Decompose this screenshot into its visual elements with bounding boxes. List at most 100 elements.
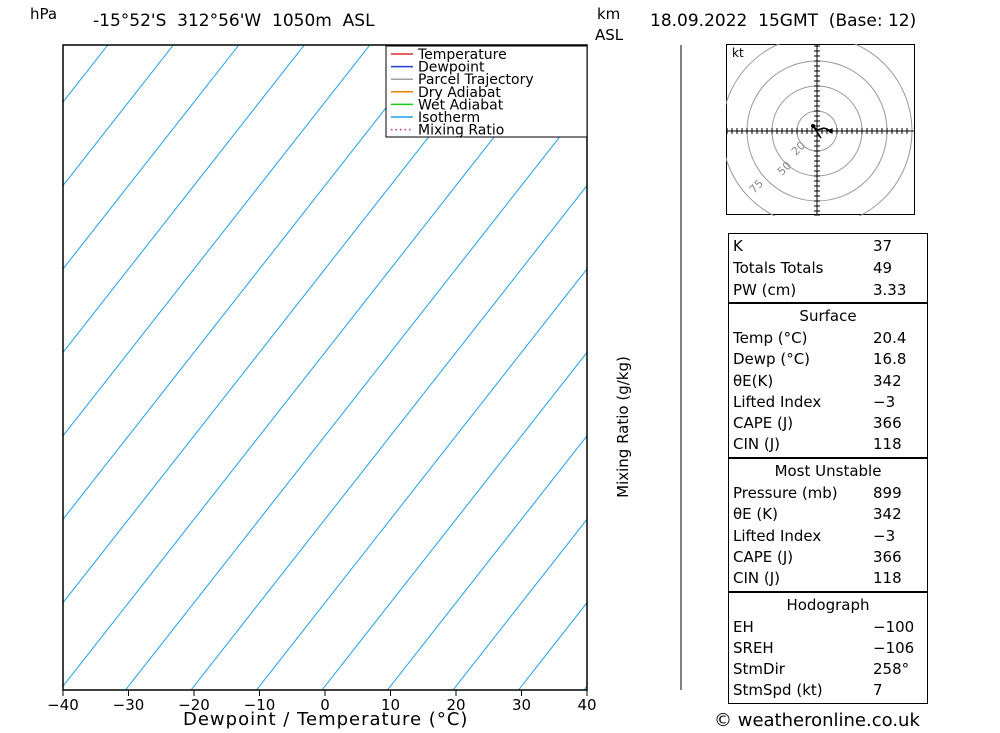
surface-key: CAPE (J): [733, 414, 794, 432]
location-title: -15°52'S 312°56'W 1050m ASL: [93, 11, 375, 31]
x-tick-label: 0: [320, 696, 330, 714]
hodograph-point: [811, 124, 815, 128]
isotherm-line: [321, 351, 587, 690]
hodograph-table: Hodograph EH −100 SREH −106 StmDir 258° Stm…: [728, 592, 928, 704]
legend-label: Mixing Ratio: [418, 123, 504, 139]
indices-table: K 37 Totals Totals 49 PW (cm) 3.33: [728, 233, 928, 303]
surface-row: CIN (J) 118: [733, 435, 923, 456]
index-key: PW (cm): [733, 281, 797, 299]
hpa-label: hPa: [30, 5, 58, 23]
copyright-link[interactable]: © weatheronline.co.uk: [714, 710, 920, 731]
hodograph-value: 258°: [873, 660, 910, 678]
legend-box: [385, 45, 588, 138]
x-tick-label: −10: [244, 696, 276, 714]
legend-label: Temperature: [417, 47, 507, 63]
hodograph-trace: [812, 125, 832, 139]
surface-row: θE(K) 342: [733, 372, 923, 393]
isotherm-line: [256, 268, 587, 690]
surface-row: CAPE (J) 366: [733, 414, 923, 435]
legend-label: Isotherm: [418, 110, 480, 126]
surface-row: Lifted Index −3: [733, 393, 923, 414]
hodograph-unit-label: kt: [732, 46, 744, 60]
hodograph-key: StmSpd (kt): [733, 681, 823, 699]
isotherm-line: [63, 45, 109, 103]
x-tick-label: −20: [178, 696, 210, 714]
most-unstable-row: Lifted Index −3: [733, 527, 923, 548]
most-unstable-row: θE (K) 342: [733, 505, 923, 526]
x-tick-label: 30: [512, 696, 531, 714]
most-unstable-key: Pressure (mb): [733, 484, 838, 502]
surface-value: −3: [873, 393, 896, 411]
isotherm-line: [0, 45, 42, 690]
most-unstable-table: Most Unstable Pressure (mb) 899 θE (K) 342…: [728, 458, 928, 592]
isotherm-line: [63, 45, 436, 521]
most-unstable-value: 899: [873, 484, 902, 502]
legend-label: Dewpoint: [418, 60, 485, 76]
surface-row: Dewp (°C) 16.8: [733, 350, 923, 371]
hodograph-row: SREH −106: [733, 639, 923, 660]
isotherm-line: [387, 435, 587, 690]
most-unstable-value: −3: [873, 527, 896, 545]
index-row: PW (cm) 3.33: [733, 281, 923, 302]
isotherm-line: [63, 45, 174, 187]
x-tick-label: −40: [47, 696, 79, 714]
surface-value: 366: [873, 414, 902, 432]
isotherm-line: [63, 45, 502, 604]
index-row: Totals Totals 49: [733, 259, 923, 280]
legend-label: Dry Adiabat: [418, 85, 501, 101]
legend-label: Parcel Trajectory: [418, 72, 534, 88]
most-unstable-value: 342: [873, 505, 902, 523]
hodograph-key: EH: [733, 618, 754, 636]
plot-frame: [62, 44, 588, 691]
most-unstable-key: CAPE (J): [733, 548, 794, 566]
surface-key: Dewp (°C): [733, 350, 811, 368]
index-value: 3.33: [873, 281, 907, 299]
hodograph-row: StmDir 258°: [733, 660, 923, 681]
index-row: K 37: [733, 237, 923, 258]
mixing-ratio-axis-title: Mixing Ratio (g/kg): [614, 356, 632, 498]
most-unstable-key: Lifted Index: [733, 527, 822, 545]
surface-key: Lifted Index: [733, 393, 822, 411]
most-unstable-value: 118: [873, 569, 902, 587]
surface-value: 342: [873, 372, 902, 390]
hodograph-key: SREH: [733, 639, 774, 657]
isotherm-line: [63, 45, 240, 270]
legend-label: Wet Adiabat: [418, 97, 504, 113]
surface-key: θE(K): [733, 372, 774, 390]
surface-row: Temp (°C) 20.4: [733, 329, 923, 350]
hodograph-value: −100: [873, 618, 915, 636]
isotherm-line: [63, 45, 371, 437]
isotherm-line: [63, 45, 567, 687]
x-tick-label: −30: [113, 696, 145, 714]
hodograph-key: StmDir: [733, 660, 785, 678]
surface-value: 20.4: [873, 329, 907, 347]
index-value: 49: [873, 259, 893, 277]
hodograph-row: StmSpd (kt) 7: [733, 681, 923, 702]
hodograph-row: EH −100: [733, 618, 923, 639]
x-tick-label: 10: [381, 696, 400, 714]
hodograph-value: 7: [873, 681, 883, 699]
isotherm-line: [63, 45, 305, 354]
most-unstable-value: 366: [873, 548, 902, 566]
hodograph-value: −106: [873, 639, 915, 657]
index-key: Totals Totals: [733, 259, 824, 277]
most-unstable-row: Pressure (mb) 899: [733, 484, 923, 505]
most-unstable-key: θE (K): [733, 505, 778, 523]
index-key: K: [733, 237, 743, 255]
hodograph-title: Hodograph: [786, 596, 870, 614]
most-unstable-key: CIN (J): [733, 569, 781, 587]
surface-title: Surface: [799, 307, 857, 325]
surface-value: 16.8: [873, 350, 907, 368]
x-tick-label: 40: [577, 696, 596, 714]
most-unstable-row: CAPE (J) 366: [733, 548, 923, 569]
surface-value: 118: [873, 435, 902, 453]
most-unstable-row: CIN (J) 118: [733, 569, 923, 590]
datetime-title: 18.09.2022 15GMT (Base: 12): [650, 11, 917, 31]
isotherm-line: [452, 518, 587, 690]
asl-label: ASL: [595, 26, 624, 44]
km-label: km: [597, 5, 621, 23]
isotherm-line: [125, 101, 587, 690]
index-value: 37: [873, 237, 893, 255]
isotherm-line: [190, 184, 587, 690]
